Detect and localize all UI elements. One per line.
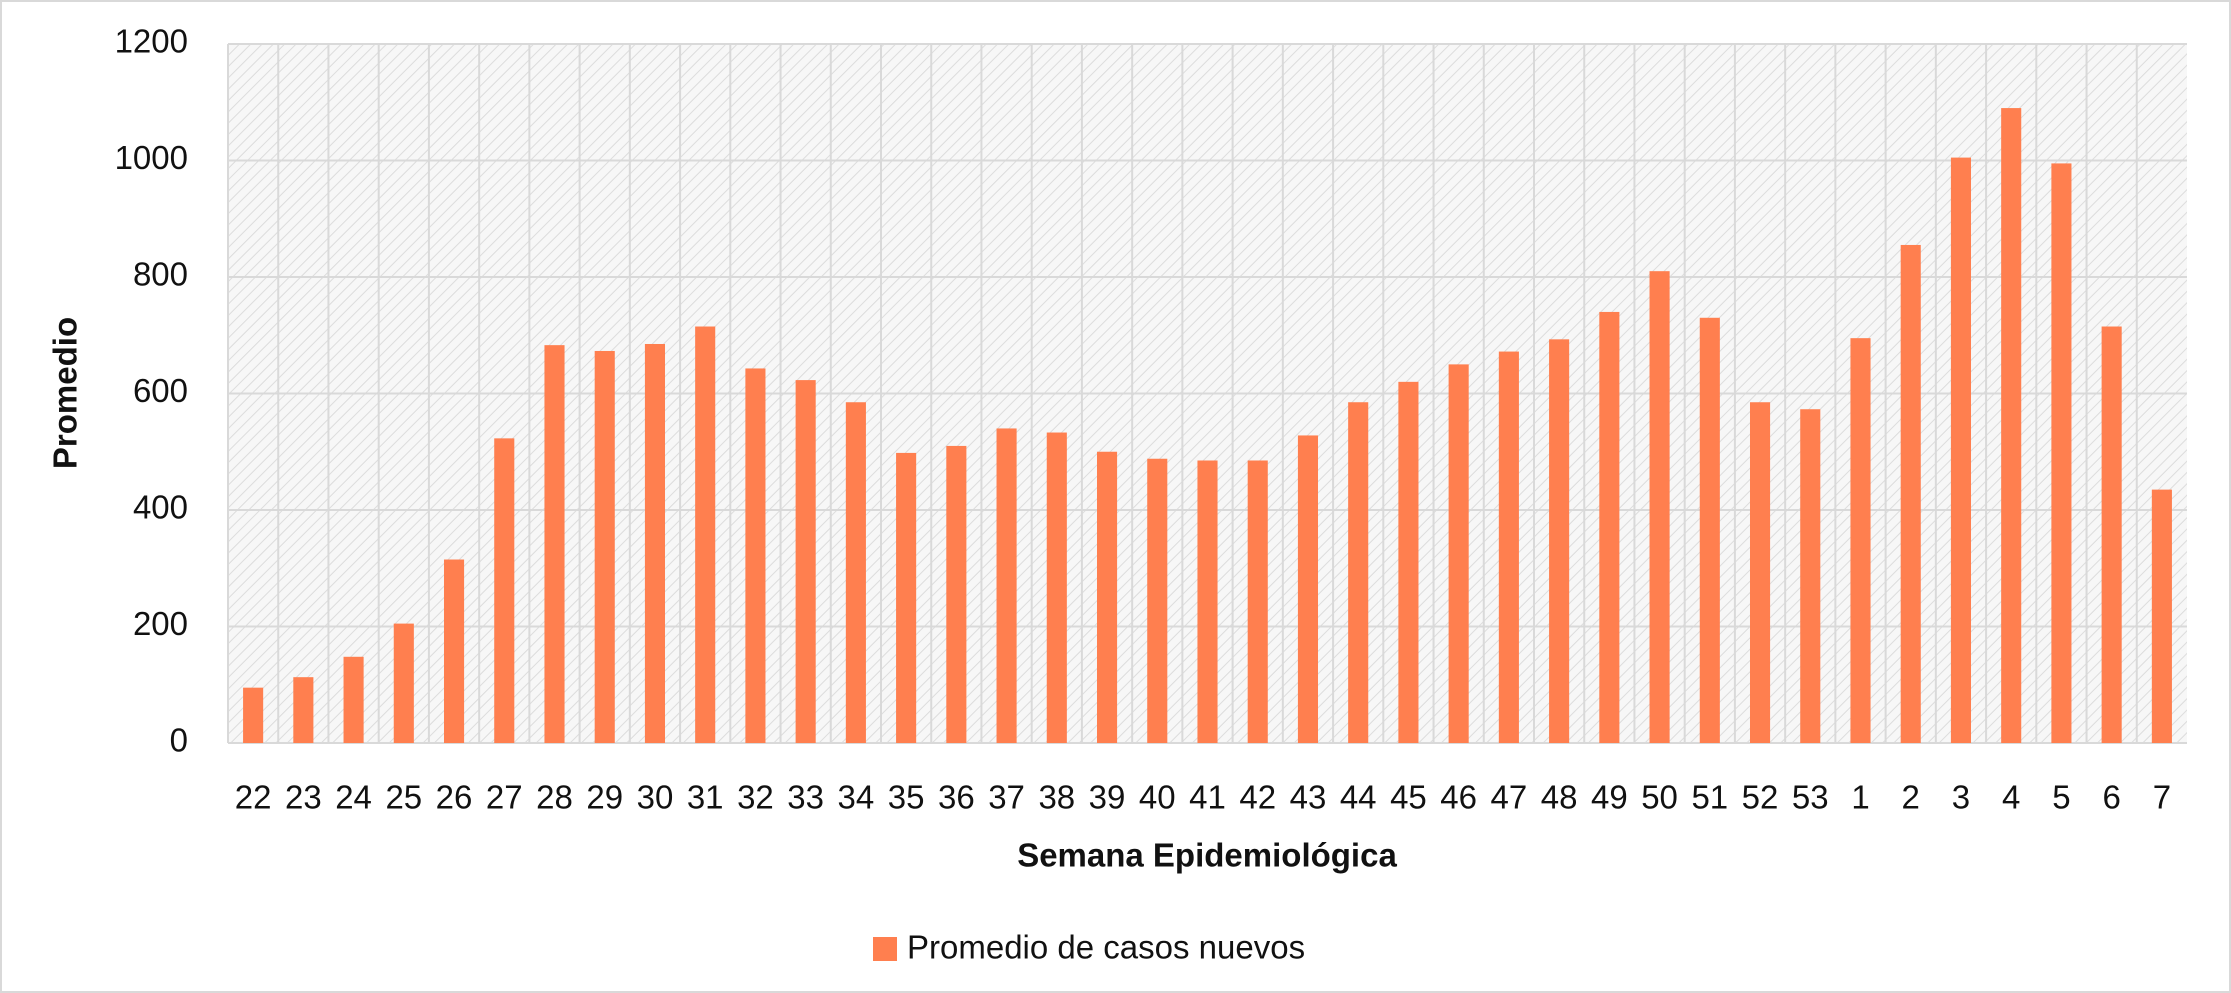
x-tick-label: 34 <box>838 779 875 816</box>
x-tick-label: 38 <box>1038 779 1075 816</box>
bar <box>243 687 264 743</box>
bar <box>1247 460 1268 743</box>
bar <box>1348 402 1369 743</box>
x-axis-title: Semana Epidemiológica <box>1017 837 1397 874</box>
x-tick-label: 1 <box>1851 779 1869 816</box>
x-tick-label: 26 <box>436 779 473 816</box>
x-tick-label: 6 <box>2102 779 2120 816</box>
legend-label: Promedio de casos nuevos <box>907 929 1305 966</box>
x-tick-label: 24 <box>335 779 372 816</box>
bar <box>996 428 1017 743</box>
x-tick-label: 53 <box>1792 779 1829 816</box>
bar <box>695 326 716 743</box>
x-tick-label: 40 <box>1139 779 1176 816</box>
x-tick-label: 45 <box>1390 779 1427 816</box>
bar <box>544 345 565 743</box>
bar <box>1699 317 1720 743</box>
bar <box>946 445 967 743</box>
bar <box>1398 381 1419 743</box>
bar <box>1297 435 1319 743</box>
x-tick-label: 37 <box>988 779 1025 816</box>
x-tick-label: 42 <box>1239 779 1276 816</box>
y-tick-label: 0 <box>170 722 188 759</box>
legend-swatch <box>873 937 897 961</box>
bar <box>293 677 314 743</box>
x-tick-label: 31 <box>687 779 724 816</box>
x-tick-label: 47 <box>1491 779 1528 816</box>
x-tick-label: 23 <box>285 779 322 816</box>
bar <box>494 438 515 743</box>
x-tick-label: 41 <box>1189 779 1226 816</box>
bar <box>1649 271 1670 743</box>
y-tick-label: 1200 <box>115 23 188 60</box>
bar <box>1197 460 1218 743</box>
x-tick-label: 50 <box>1641 779 1678 816</box>
x-tick-label: 27 <box>486 779 523 816</box>
y-tick-label: 600 <box>133 372 188 409</box>
x-tick-label: 36 <box>938 779 975 816</box>
x-tick-label: 32 <box>737 779 774 816</box>
bar <box>896 452 917 743</box>
y-axis-title: Promedio <box>47 317 84 469</box>
x-tick-label: 2 <box>1902 779 1920 816</box>
y-tick-label: 800 <box>133 256 188 293</box>
bar <box>594 350 615 743</box>
bar <box>1096 451 1118 743</box>
bar <box>795 380 816 743</box>
bar <box>745 368 766 743</box>
x-tick-label: 51 <box>1691 779 1728 816</box>
x-tick-label: 44 <box>1340 779 1377 816</box>
x-tick-label: 25 <box>385 779 422 816</box>
bar <box>1549 339 1570 743</box>
x-tick-label: 4 <box>2002 779 2020 816</box>
x-tick-label: 43 <box>1290 779 1327 816</box>
bar <box>2051 163 2072 744</box>
bar <box>343 656 364 743</box>
x-tick-label: 48 <box>1541 779 1578 816</box>
x-tick-label: 7 <box>2153 779 2171 816</box>
x-tick-label: 52 <box>1742 779 1779 816</box>
y-tick-label: 400 <box>133 489 188 526</box>
x-tick-label: 49 <box>1591 779 1628 816</box>
x-tick-label: 39 <box>1089 779 1126 816</box>
bar <box>644 343 666 743</box>
bar <box>1448 364 1469 743</box>
x-tick-label: 33 <box>787 779 824 816</box>
bar <box>443 559 465 743</box>
y-tick-label: 1000 <box>115 139 188 176</box>
bar <box>1800 409 1821 743</box>
x-tick-label: 5 <box>2052 779 2070 816</box>
bar <box>1950 157 1972 743</box>
x-tick-label: 29 <box>586 779 623 816</box>
x-tick-label: 3 <box>1952 779 1970 816</box>
x-tick-label: 35 <box>888 779 925 816</box>
bar <box>1749 402 1771 743</box>
bar <box>1498 351 1519 743</box>
bar <box>2001 108 2022 743</box>
bar <box>1147 458 1168 743</box>
bar <box>393 623 414 743</box>
bar <box>845 402 866 743</box>
bar <box>2151 489 2172 743</box>
x-tick-label: 46 <box>1440 779 1477 816</box>
bar <box>2101 326 2122 743</box>
bar <box>1046 432 1067 743</box>
bar <box>1900 244 1921 743</box>
bar <box>1850 338 1871 743</box>
x-tick-label: 22 <box>235 779 272 816</box>
x-tick-label: 30 <box>637 779 674 816</box>
bar <box>1599 311 1620 743</box>
y-tick-label: 200 <box>133 605 188 642</box>
x-tick-label: 28 <box>536 779 573 816</box>
